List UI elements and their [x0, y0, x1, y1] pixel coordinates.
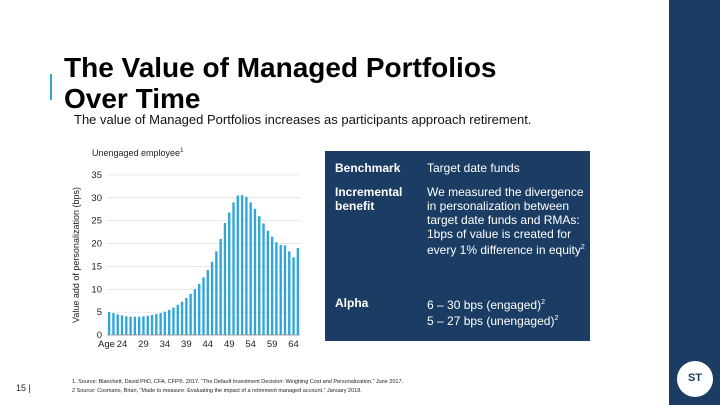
- y-tick-label: 15: [91, 261, 102, 272]
- bar: [249, 202, 252, 335]
- bar: [172, 307, 175, 335]
- bar: [133, 316, 137, 335]
- footnote-2: 2 Source: Cosmano, Brian, “Made to measu…: [72, 388, 362, 394]
- x-tick-label: 39: [181, 339, 192, 350]
- chart-caption: Unengaged employee1: [92, 148, 183, 158]
- bar: [223, 223, 227, 335]
- right-sidebar: [669, 0, 720, 405]
- x-tick-label: 59: [267, 339, 278, 350]
- bar: [180, 301, 184, 335]
- bar: [283, 245, 287, 335]
- bar: [240, 195, 244, 335]
- x-tick-label: 34: [160, 339, 171, 350]
- chart-caption-footnote: 1: [180, 148, 184, 154]
- bar: [198, 283, 201, 335]
- bar: [275, 242, 278, 335]
- bar: [292, 257, 295, 335]
- x-axis-label: Age: [98, 339, 115, 350]
- bar: [206, 270, 209, 335]
- y-tick-label: 0: [97, 330, 102, 341]
- bar: [155, 313, 158, 335]
- bar: [279, 244, 282, 335]
- x-tick-label: 54: [245, 339, 256, 350]
- x-tick-label: 29: [138, 339, 149, 350]
- benchmark-label: Benchmark: [335, 161, 401, 175]
- incremental-benefit-footnote: 2: [580, 244, 585, 251]
- alpha-engaged-text: 6 – 30 bps (engaged): [427, 298, 542, 312]
- bar: [245, 196, 248, 335]
- bar: [262, 223, 265, 335]
- bar: [120, 315, 124, 335]
- company-logo: ST: [677, 361, 713, 397]
- bar: [258, 216, 261, 335]
- bar: [266, 230, 270, 335]
- bar: [107, 312, 111, 335]
- x-tick-label: 24: [117, 339, 128, 350]
- incremental-benefit-value: We measured the divergence in personaliz…: [427, 185, 585, 257]
- bar: [232, 202, 235, 335]
- logo-text: ST: [687, 372, 703, 384]
- bar: [202, 277, 205, 335]
- bar: [168, 309, 171, 335]
- bar: [129, 316, 132, 335]
- alpha-unengaged-footnote: 2: [554, 315, 559, 322]
- y-tick-label: 5: [97, 307, 102, 318]
- benchmark-value: Target date funds: [427, 161, 520, 175]
- incremental-benefit-label: Incremental benefit: [335, 185, 403, 213]
- bar: [296, 248, 300, 335]
- bar: [146, 315, 149, 335]
- y-tick-label: 35: [91, 170, 102, 181]
- footnotes: 1. Source: Blanchett, David PhD, CFA, CF…: [72, 378, 403, 396]
- alpha-engaged-footnote: 2: [541, 299, 545, 306]
- bar: [228, 212, 231, 335]
- y-axis-label: Value add of personalization (bps): [71, 187, 81, 323]
- bar: [288, 251, 291, 335]
- info-panel: Benchmark Target date funds Incremental …: [325, 151, 590, 341]
- incremental-benefit-text: We measured the divergence in personaliz…: [427, 185, 584, 257]
- bar: [193, 289, 197, 335]
- chart-caption-text: Unengaged employee: [92, 148, 181, 158]
- title-line-1: The Value of Managed Portfolios: [64, 52, 497, 83]
- bar: [159, 313, 162, 335]
- bar: [116, 314, 119, 335]
- x-tick-label: 64: [288, 339, 299, 350]
- x-tick-label: 44: [202, 339, 213, 350]
- bar: [176, 304, 179, 335]
- accent-line: [50, 74, 52, 100]
- bar: [150, 314, 154, 335]
- value-add-bar-chart: 0 5 10 15 20 25 30 35 24 29 34 39 44 49 54 59 64 Age Value…: [71, 170, 300, 350]
- alpha-label: Alpha: [335, 296, 369, 310]
- bar: [163, 311, 167, 335]
- alpha-unengaged: 5 – 27 bps (unengaged)2: [427, 312, 585, 328]
- bar: [137, 316, 141, 335]
- y-tick-label: 25: [91, 216, 102, 227]
- bar: [210, 261, 214, 335]
- y-tick-label: 30: [91, 193, 102, 204]
- bar: [112, 313, 115, 335]
- y-tick-label: 10: [91, 284, 102, 295]
- bar: [215, 251, 218, 335]
- bar: [189, 293, 192, 335]
- footnote-1: 1. Source: Blanchett, David PhD, CFA, CF…: [72, 379, 404, 385]
- bar: [125, 316, 128, 335]
- bar: [270, 236, 274, 335]
- slide-subtitle: The value of Managed Portfolios increase…: [74, 112, 532, 127]
- bar: [219, 239, 222, 335]
- alpha-unengaged-text: 5 – 27 bps (unengaged): [427, 314, 555, 328]
- bar: [236, 195, 239, 335]
- alpha-value: 6 – 30 bps (engaged)2 5 – 27 bps (unenga…: [427, 296, 585, 328]
- bar: [253, 208, 257, 335]
- bar: [142, 316, 145, 335]
- alpha-engaged: 6 – 30 bps (engaged)2: [427, 296, 585, 312]
- y-tick-label: 20: [91, 239, 102, 250]
- page-number: 15 |: [16, 383, 31, 393]
- bar: [185, 297, 188, 335]
- slide-title: The Value of Managed Portfolios Over Tim…: [64, 52, 624, 114]
- title-line-2: Over Time: [64, 83, 201, 114]
- x-tick-label: 49: [224, 339, 235, 350]
